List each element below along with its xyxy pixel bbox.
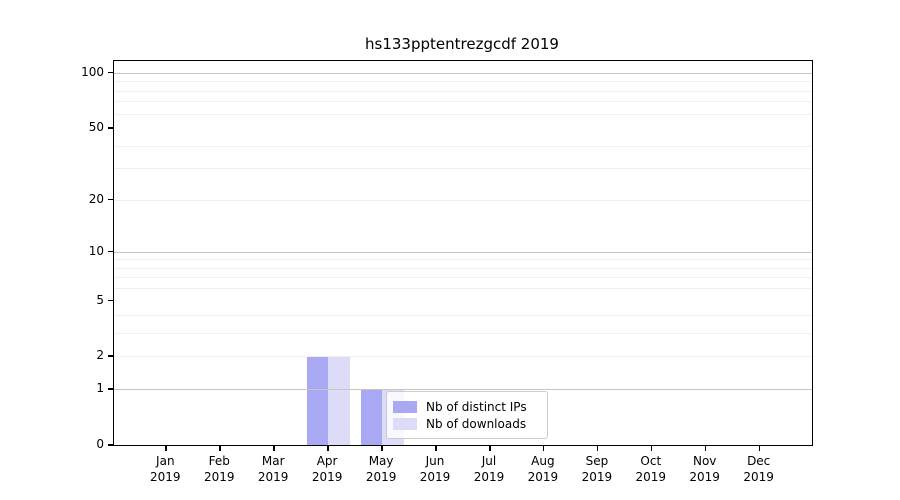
x-tick-label-mar: Mar 2019 [241, 453, 305, 485]
gridline-minor-2 [114, 356, 812, 358]
gridline-minor-8 [114, 267, 812, 269]
y-tick-label-100: 100 [81, 64, 104, 79]
gridline-minor-40 [114, 145, 812, 147]
bar-may-series1 [360, 389, 383, 445]
x-tick-aug [542, 445, 545, 451]
gridline-minor-4 [114, 315, 812, 317]
y-tick-label-1: 1 [96, 381, 104, 396]
x-tick-label-jan: Jan 2019 [133, 453, 197, 485]
legend-label-downloads: Nb of downloads [426, 416, 527, 431]
x-tick-year-aug: 2019 [527, 470, 559, 484]
gridline-minor-3 [114, 333, 812, 335]
x-tick-label-sep: Sep 2019 [565, 453, 629, 485]
x-tick-year-jun: 2019 [419, 470, 451, 484]
y-tick-label-0: 0 [96, 437, 104, 451]
gridline-minor-20 [114, 199, 812, 201]
gridline-minor-6 [114, 288, 812, 290]
y-tick-50 [108, 127, 113, 129]
x-tick-jul [489, 445, 491, 451]
gridline-minor-80 [114, 90, 812, 92]
x-tick-label-nov: Nov 2019 [673, 453, 737, 485]
x-tick-year-nov: 2019 [689, 470, 720, 484]
x-tick-year-feb: 2019 [204, 470, 235, 484]
y-tick-10 [108, 250, 113, 253]
y-tick-label-50: 50 [88, 120, 104, 134]
x-tick-label-feb: Feb 2019 [187, 453, 251, 485]
x-tick-label-jun: Jun 2019 [403, 453, 467, 485]
gridline-major-1 [114, 389, 812, 391]
gridline-minor-30 [114, 168, 812, 170]
plot-area: Nb of distinct IPs Nb of downloads [113, 60, 813, 446]
gridline-major-10 [114, 251, 812, 253]
y-tick-0 [108, 444, 113, 446]
y-tick-20 [108, 198, 113, 200]
legend: Nb of distinct IPs Nb of downloads [386, 391, 548, 439]
bar-apr-series2 [328, 356, 350, 445]
y-tick-5 [108, 299, 113, 301]
x-tick-sep [596, 445, 599, 451]
x-tick-year-jan: 2019 [150, 470, 181, 484]
gridline-minor-7 [114, 277, 812, 279]
x-tick-label-apr: Apr 2019 [295, 453, 359, 485]
x-tick-label-may: May 2019 [349, 453, 413, 485]
x-tick-year-sep: 2019 [581, 470, 613, 484]
x-tick-mar [273, 445, 275, 451]
legend-swatch-distinct-ips [393, 400, 417, 413]
gridline-minor-90 [114, 81, 812, 83]
x-tick-feb [219, 445, 221, 451]
legend-item-distinct-ips: Nb of distinct IPs [393, 400, 541, 414]
gridline-minor-60 [114, 113, 812, 115]
x-tick-jan [165, 445, 167, 451]
legend-label-distinct-ips: Nb of distinct IPs [426, 399, 527, 414]
gridline-minor-9 [114, 259, 812, 261]
x-tick-year-mar: 2019 [257, 470, 289, 484]
x-tick-year-may: 2019 [365, 470, 397, 484]
x-tick-year-oct: 2019 [635, 470, 667, 484]
bar-apr-series1 [306, 356, 329, 445]
y-tick-label-5: 5 [96, 292, 104, 307]
y-tick-label-10: 10 [88, 243, 104, 258]
chart-title: hs133pptentrezgcdf 2019 [365, 35, 559, 53]
x-tick-year-jul: 2019 [473, 470, 505, 484]
y-tick-2 [108, 355, 113, 357]
y-tick-label-20: 20 [88, 191, 104, 206]
y-tick-1 [108, 388, 113, 390]
x-tick-oct [650, 445, 653, 451]
x-tick-nov [704, 445, 707, 451]
x-tick-may [381, 445, 383, 451]
x-tick-jun [435, 445, 437, 451]
x-tick-year-dec: 2019 [743, 470, 774, 484]
x-tick-dec [758, 445, 761, 451]
x-tick-year-apr: 2019 [311, 470, 343, 484]
x-tick-label-jul: Jul 2019 [457, 453, 521, 485]
x-tick-apr [327, 445, 329, 451]
y-tick-100 [108, 71, 113, 74]
gridline-minor-70 [114, 101, 812, 103]
legend-swatch-downloads [393, 417, 417, 430]
x-tick-label-dec: Dec 2019 [727, 453, 791, 485]
x-tick-label-oct: Oct 2019 [619, 453, 683, 485]
x-tick-label-aug: Aug 2019 [511, 453, 575, 485]
gridline-major-100 [114, 72, 812, 74]
y-tick-label-2: 2 [96, 348, 104, 363]
legend-item-downloads: Nb of downloads [393, 417, 541, 431]
